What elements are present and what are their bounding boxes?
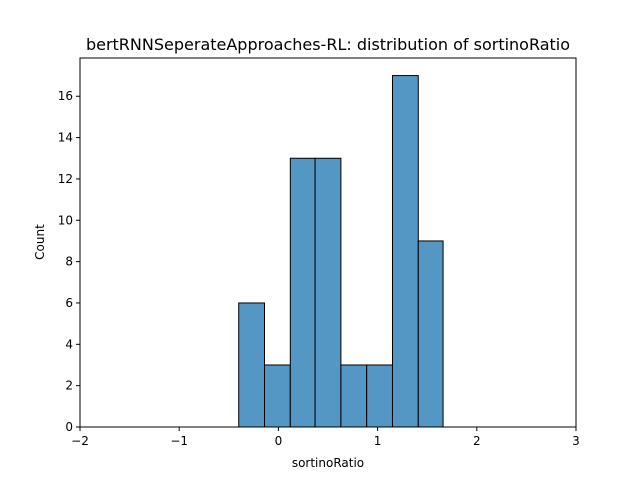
y-tick-label: 2 <box>65 379 73 393</box>
x-tick-label: 0 <box>275 434 283 448</box>
x-tick-label: −1 <box>170 434 188 448</box>
plot-frame <box>79 57 577 428</box>
x-axis-label: sortinoRatio <box>292 456 364 470</box>
x-tick-label: 1 <box>374 434 382 448</box>
y-tick-label: 14 <box>58 131 73 145</box>
y-tick-label: 8 <box>65 255 73 269</box>
y-tick-label: 16 <box>58 89 73 103</box>
histogram-bar <box>238 302 266 428</box>
y-tick-label: 0 <box>65 420 73 434</box>
y-tick-label: 10 <box>58 213 73 227</box>
histogram-bar <box>264 364 291 428</box>
y-tick-label: 12 <box>58 172 73 186</box>
y-axis-ticks: 0 2 4 6 8 10 12 14 16 <box>58 89 80 434</box>
y-axis-label: Count <box>33 224 47 260</box>
histogram-bar <box>340 364 368 428</box>
bars-group <box>238 75 444 428</box>
x-tick-label: 3 <box>572 434 580 448</box>
histogram-bar <box>391 75 419 428</box>
chart-title: bertRNNSeperateApproaches-RL: distributi… <box>86 35 570 54</box>
x-tick-label: 2 <box>473 434 481 448</box>
histogram-bar <box>289 157 316 428</box>
histogram-bar <box>417 240 444 428</box>
y-tick-label: 4 <box>65 337 73 351</box>
x-tick-label: −2 <box>71 434 89 448</box>
y-tick-label: 6 <box>65 296 73 310</box>
x-axis-ticks: −2 −1 0 1 2 3 <box>71 427 580 448</box>
histogram-bar <box>314 157 342 428</box>
histogram-bar <box>366 364 393 428</box>
